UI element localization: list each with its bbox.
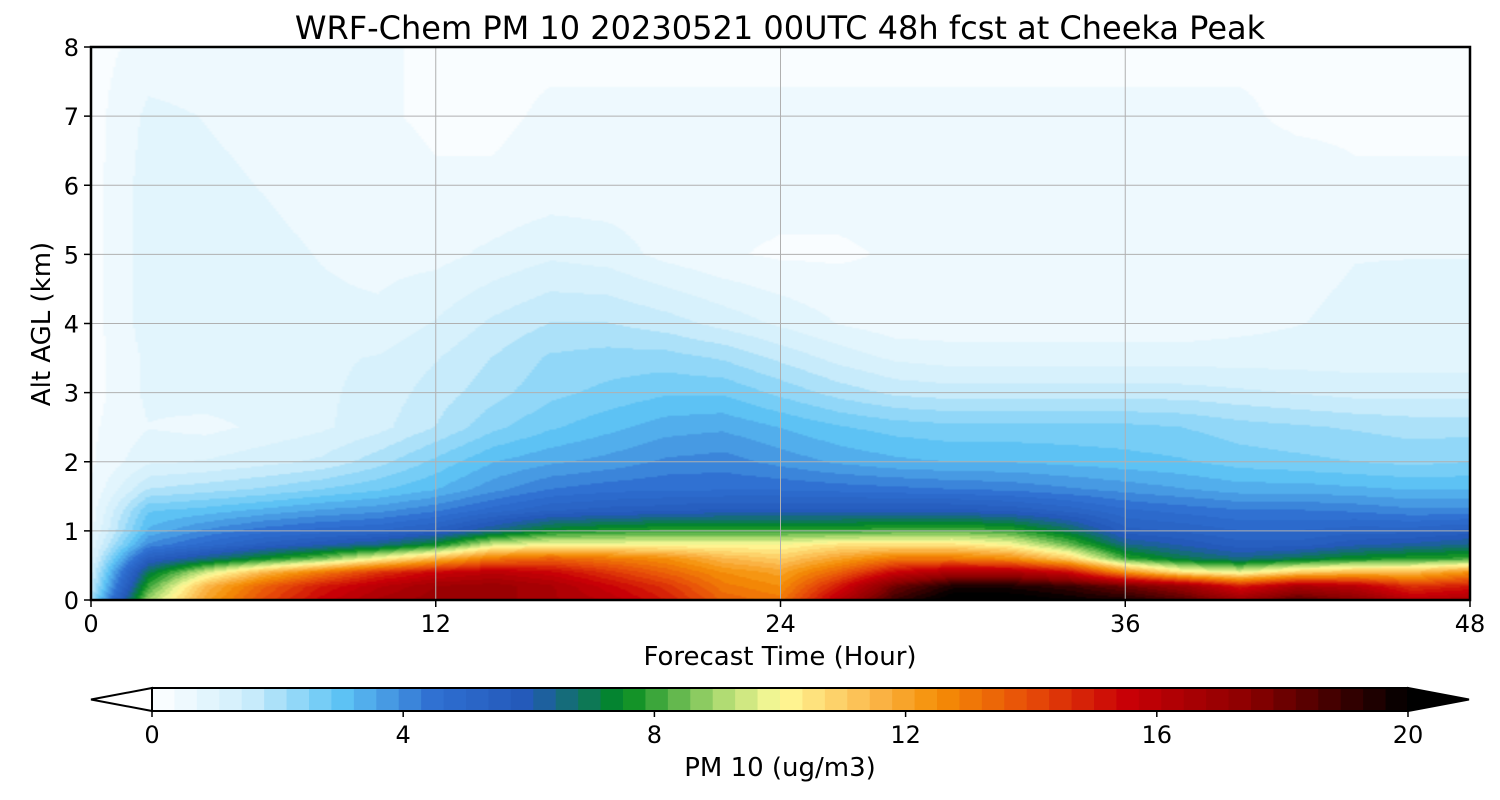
grid-lines	[91, 47, 1470, 600]
colorbar-swatch	[824, 688, 848, 711]
colorbar-tick-label: 0	[144, 721, 159, 749]
chart-title: WRF-Chem PM 10 20230521 00UTC 48h fcst a…	[295, 9, 1266, 47]
colorbar-swatch	[802, 688, 826, 711]
colorbar-swatch	[959, 688, 983, 711]
colorbar-swatch	[1363, 688, 1387, 711]
colorbar-swatch	[892, 688, 916, 711]
y-axis-ticks: 0 1 2 3 4 5 6 7 8	[64, 34, 91, 615]
colorbar-label: PM 10 (ug/m3)	[684, 753, 876, 783]
colorbar-swatch	[1273, 688, 1297, 711]
colorbar-swatch	[645, 688, 669, 711]
colorbar-swatch	[488, 688, 512, 711]
colorbar-swatch	[690, 688, 714, 711]
colorbar-frame	[151, 687, 1409, 712]
colorbar-swatch	[264, 688, 288, 711]
colorbar-swatch	[1251, 688, 1275, 711]
colorbar-swatch	[152, 688, 176, 711]
colorbar-swatch	[1228, 688, 1252, 711]
x-tick-label: 0	[83, 610, 98, 638]
colorbar-swatch	[1340, 688, 1364, 711]
x-tick-label: 48	[1455, 610, 1486, 638]
colorbar-swatch	[1161, 688, 1185, 711]
colorbar-swatch	[174, 688, 198, 711]
colorbar-tick-label: 20	[1393, 721, 1424, 749]
colorbar-swatch	[309, 688, 333, 711]
colorbar-tick-label: 12	[890, 721, 921, 749]
colorbar-swatch	[667, 688, 691, 711]
x-axis-label: Forecast Time (Hour)	[643, 642, 916, 672]
colorbar-swatch	[196, 688, 220, 711]
y-tick-label: 8	[64, 34, 79, 62]
colorbar-swatch	[555, 688, 579, 711]
colorbar-swatch	[533, 688, 557, 711]
x-tick-label: 24	[765, 610, 796, 638]
colorbar-tick-label: 16	[1142, 721, 1173, 749]
colorbar-swatch	[981, 688, 1005, 711]
colorbar-tick-label: 8	[647, 721, 662, 749]
colorbar-swatch	[1116, 688, 1140, 711]
colorbar-swatch	[421, 688, 445, 711]
colorbar-swatch	[757, 688, 781, 711]
colorbar-swatch	[241, 688, 265, 711]
colorbar-swatch	[1295, 688, 1319, 711]
colorbar-swatch	[1183, 688, 1207, 711]
colorbar-swatch	[847, 688, 871, 711]
colorbar-swatch	[1004, 688, 1028, 711]
x-tick-label: 12	[420, 610, 451, 638]
colorbar-swatch	[1026, 688, 1050, 711]
colorbar: 0 4 8 12 16 20 PM 10 (ug/m3)	[90, 686, 1470, 783]
colorbar-swatch	[623, 688, 647, 711]
colorbar-swatch	[1071, 688, 1095, 711]
colorbar-swatch	[398, 688, 422, 711]
colorbar-swatch	[219, 688, 243, 711]
colorbar-swatch	[466, 688, 490, 711]
y-tick-label: 7	[64, 103, 79, 131]
colorbar-swatch	[600, 688, 624, 711]
y-tick-label: 4	[64, 311, 79, 339]
colorbar-tick-label: 4	[396, 721, 411, 749]
colorbar-swatch	[780, 688, 804, 711]
colorbar-swatch	[376, 688, 400, 711]
colorbar-swatch	[510, 688, 534, 711]
y-tick-label: 1	[64, 518, 79, 546]
colorbar-swatch	[1206, 688, 1230, 711]
colorbar-swatches	[152, 688, 1409, 711]
colorbar-swatch	[331, 688, 355, 711]
colorbar-swatch	[914, 688, 938, 711]
y-tick-label: 6	[64, 172, 79, 200]
colorbar-swatch	[1385, 688, 1409, 711]
colorbar-swatch	[937, 688, 961, 711]
colorbar-swatch	[735, 688, 759, 711]
y-tick-label: 5	[64, 241, 79, 269]
colorbar-swatch	[578, 688, 602, 711]
colorbar-swatch	[286, 688, 310, 711]
y-tick-label: 0	[64, 587, 79, 615]
colorbar-swatch	[1138, 688, 1162, 711]
colorbar-swatch	[712, 688, 736, 711]
y-tick-label: 2	[64, 449, 79, 477]
colorbar-swatch	[353, 688, 377, 711]
colorbar-swatch	[443, 688, 467, 711]
colorbar-swatch	[1094, 688, 1118, 711]
x-axis-ticks: 0 12 24 36 48	[83, 600, 1485, 638]
colorbar-swatch	[1318, 688, 1342, 711]
y-axis-label: Alt AGL (km)	[27, 242, 57, 406]
colorbar-ticks: 0 4 8 12 16 20	[144, 711, 1423, 749]
y-tick-label: 3	[64, 380, 79, 408]
colorbar-swatch	[869, 688, 893, 711]
colorbar-extend-low	[90, 686, 153, 713]
colorbar-swatch	[1049, 688, 1073, 711]
colorbar-extend-high	[1407, 686, 1470, 713]
x-tick-label: 36	[1110, 610, 1141, 638]
